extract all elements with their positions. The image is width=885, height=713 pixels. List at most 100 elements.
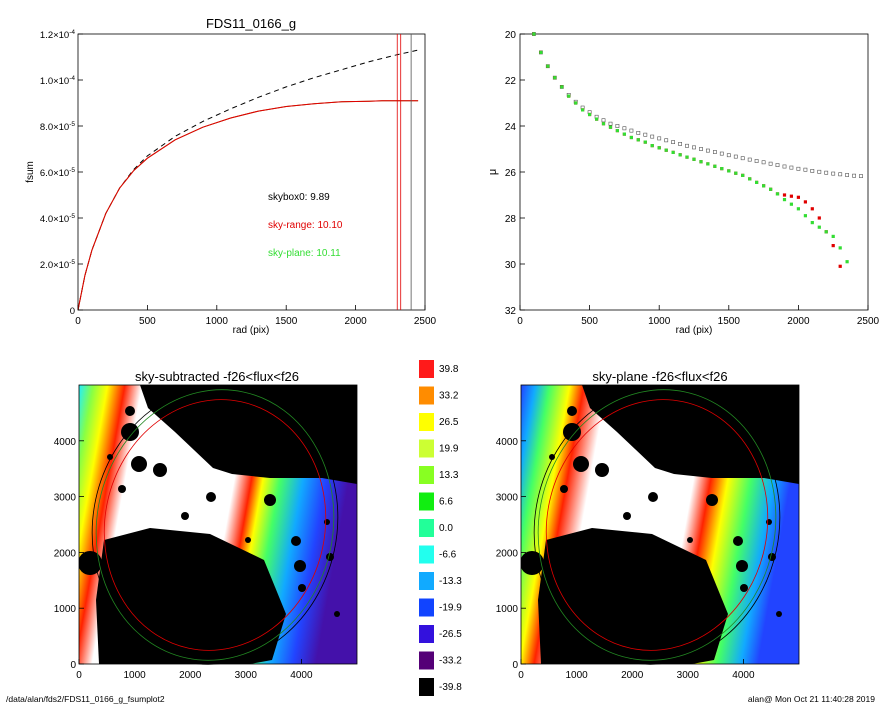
mu-point-skybox0_profile bbox=[678, 142, 683, 146]
mu-point-sky_plane bbox=[748, 177, 752, 181]
mu-point-sky_plane bbox=[734, 171, 738, 175]
fsum-xtick-label: 2000 bbox=[344, 316, 367, 327]
mu-point-skybox0_profile bbox=[726, 153, 731, 158]
fsum-y-label: fsum bbox=[25, 161, 36, 183]
image-ytick-label: 4000 bbox=[54, 437, 77, 448]
mu-point-sky_plane bbox=[608, 125, 613, 129]
mu-point-skybox0_profile bbox=[810, 169, 815, 173]
footer-file-path: /data/alan/fds2/FDS11_0166_g_fsumplot2 bbox=[6, 694, 165, 704]
mu-point-skybox0_profile bbox=[712, 150, 717, 154]
mu-point-sky_range bbox=[817, 216, 821, 220]
mu-point-sky_plane bbox=[678, 153, 682, 157]
colorbar-label: 26.5 bbox=[439, 417, 459, 428]
sky-range-ellipse-2 bbox=[545, 399, 769, 651]
mu-point-sky_plane bbox=[567, 94, 571, 98]
mu-point-sky_plane bbox=[803, 214, 807, 218]
sky-subtracted-axes: 0 1000 2000 3000 4000 0 1000 2000 3000 4000 bbox=[54, 437, 313, 681]
mu-point-skybox0_profile bbox=[845, 173, 850, 177]
colorbar-label: -19.9 bbox=[439, 603, 462, 614]
mu-point-skybox0_profile bbox=[838, 172, 843, 177]
mu-point-sky_plane bbox=[824, 230, 828, 234]
mask-bottom bbox=[96, 528, 286, 664]
flux-colorbar: 39.8 33.2 26.5 19.9 13.3 6.6 0.0 -6.6 -13.3 -19.9… bbox=[419, 360, 462, 696]
mu-point-sky_plane bbox=[685, 155, 689, 159]
mu-point-sky_plane bbox=[615, 129, 619, 133]
fsum-x-axis: 0 500 1000 1500 2000 2500 bbox=[75, 305, 437, 327]
mu-point-skybox0_profile bbox=[782, 164, 787, 169]
mu-point-sky_plane bbox=[657, 146, 661, 150]
colorbar-swatch bbox=[419, 413, 434, 431]
image-xtick-label: 0 bbox=[76, 670, 82, 681]
mu-point-skybox0_profile bbox=[657, 136, 662, 141]
mu-point-sky_plane bbox=[643, 140, 647, 144]
colorbar-label: -6.6 bbox=[439, 550, 457, 561]
mu-xtick-label: 1000 bbox=[648, 316, 671, 327]
mu-point-sky_plane bbox=[574, 101, 578, 105]
colorbar-swatch bbox=[419, 492, 434, 511]
colorbar-swatch bbox=[419, 519, 434, 537]
colorbar-swatch bbox=[419, 466, 434, 484]
mu-point-skybox0_profile bbox=[601, 118, 606, 123]
fsum-plot-data bbox=[77, 34, 419, 311]
mu-point-sky_plane bbox=[810, 221, 814, 225]
mu-point-sky_plane bbox=[650, 144, 654, 148]
mu-point-skybox0_profile bbox=[768, 161, 773, 166]
mu-point-sky_plane bbox=[706, 162, 710, 166]
fsum-x-label: rad (pix) bbox=[233, 325, 270, 336]
mu-plot-frame bbox=[519, 33, 869, 311]
image-ytick-label: 2000 bbox=[54, 548, 77, 559]
sky-subtracted-frame bbox=[78, 384, 358, 665]
mu-ytick-label: 28 bbox=[505, 214, 517, 225]
mu-point-sky_range bbox=[796, 195, 800, 199]
mu-point-sky_plane bbox=[539, 50, 543, 54]
mu-xtick-label: 0 bbox=[517, 316, 523, 327]
image-ytick-label: 1000 bbox=[496, 604, 519, 615]
mu-ytick-label: 22 bbox=[505, 76, 517, 87]
image-xtick-label: 4000 bbox=[290, 670, 313, 681]
image-xtick-label: 0 bbox=[518, 670, 524, 681]
mu-point-skybox0_profile bbox=[692, 145, 696, 150]
image-ytick-label: 2000 bbox=[496, 548, 519, 559]
mu-point-sky_plane bbox=[546, 64, 550, 68]
mask-top-2 bbox=[582, 385, 799, 484]
fsum-y-axis: 0 2.0×10-5 4.0×10-5 6.0×10-5 8.0×10-5 1.0×10-… bbox=[40, 29, 83, 317]
fsum-plot-frame bbox=[77, 33, 426, 311]
mu-point-skybox0_profile bbox=[664, 138, 669, 143]
sky-outer-ellipse-3 bbox=[537, 389, 777, 661]
image-ytick-label: 4000 bbox=[496, 437, 519, 448]
sky-plane-title: sky-plane -f26<flux<f26 bbox=[592, 369, 727, 384]
colorbar-swatch bbox=[419, 386, 434, 405]
mu-point-sky_plane bbox=[629, 135, 633, 140]
sky-outer-ellipse-2 bbox=[91, 385, 339, 665]
image-xtick-label: 1000 bbox=[123, 670, 146, 681]
mu-xtick-label: 1500 bbox=[718, 316, 741, 327]
mu-x-label: rad (pix) bbox=[676, 325, 713, 336]
image-ytick-label: 1000 bbox=[54, 604, 77, 615]
mu-ytick-label: 30 bbox=[505, 260, 517, 271]
mask-bottom-2 bbox=[538, 528, 728, 664]
fsum-xtick-label: 1000 bbox=[206, 316, 229, 327]
colorbar-label: -39.8 bbox=[439, 682, 462, 693]
colorbar-swatch bbox=[419, 360, 434, 378]
mu-point-skybox0_profile bbox=[831, 171, 836, 176]
mu-point-sky_plane bbox=[755, 180, 759, 184]
fsum-series-observed bbox=[77, 100, 419, 311]
mu-x-axis: 0 500 1000 1500 2000 2500 bbox=[517, 305, 880, 327]
footer-timestamp: alan@ Mon Oct 21 11:40:28 2019 bbox=[747, 694, 875, 704]
image-xtick-label: 2000 bbox=[621, 670, 644, 681]
image-ytick-label: 3000 bbox=[54, 493, 77, 504]
colorbar-swatch bbox=[419, 678, 434, 696]
fsum-plot: FDS11_0166_g 0 500 1000 1500 2000 2500 0 2.0×1… bbox=[25, 16, 437, 336]
mu-point-sky_plane bbox=[595, 117, 599, 121]
mu-point-skybox0_profile bbox=[733, 154, 738, 159]
mu-point-sky_plane bbox=[713, 164, 717, 168]
mu-ytick-label: 24 bbox=[505, 122, 517, 133]
image-xtick-label: 1000 bbox=[565, 670, 588, 681]
mu-point-sky_plane bbox=[769, 187, 773, 191]
mu-point-sky_plane bbox=[664, 148, 668, 152]
image-xtick-label: 4000 bbox=[732, 670, 755, 681]
mu-point-sky_plane bbox=[789, 202, 793, 206]
fsum-ytick-label: 6.0×10-5 bbox=[40, 167, 75, 179]
